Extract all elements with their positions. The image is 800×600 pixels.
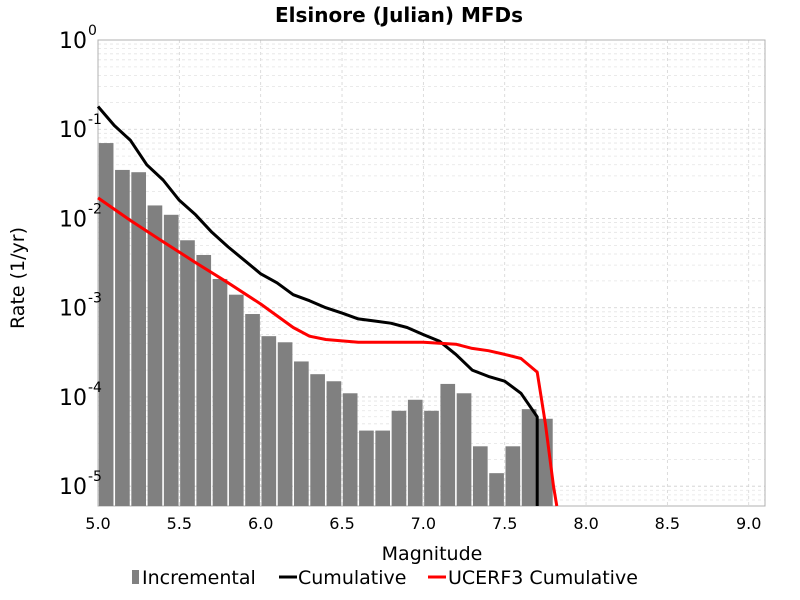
x-tick-label: 5.5 (167, 514, 192, 533)
incremental-bar (342, 393, 358, 506)
y-tick-base: 10 (59, 475, 87, 500)
incremental-bar (196, 254, 212, 506)
legend: Incremental Cumulative UCERF3 Cumulative (132, 567, 638, 589)
incremental-bar (98, 143, 114, 506)
incremental-bar (294, 361, 309, 506)
incremental-bar (407, 399, 423, 506)
cumulative-lines (96, 105, 559, 507)
incremental-bar (391, 410, 407, 506)
incremental-bar (277, 342, 293, 506)
x-tick-label: 8.5 (655, 514, 680, 533)
y-tick-base: 10 (59, 297, 87, 322)
y-tick-exponent: -3 (88, 291, 102, 307)
incremental-bar (326, 381, 342, 506)
incremental-bar (180, 240, 195, 507)
x-tick-label: 7.0 (411, 514, 436, 533)
y-tick-exponent: -2 (88, 201, 102, 217)
legend-label-cumulative: Cumulative (298, 567, 406, 589)
incremental-bar (228, 294, 244, 506)
x-tick-label: 6.0 (248, 514, 273, 533)
incremental-bar (424, 410, 439, 506)
x-axis-ticks: 5.0 5.5 6.0 6.5 7.0 7.5 8.0 8.5 9.0 (85, 514, 761, 533)
incremental-bar (261, 336, 277, 506)
x-tick-label: 7.5 (492, 514, 517, 533)
incremental-bar (375, 430, 391, 506)
legend-label-incremental: Incremental (142, 567, 256, 589)
cumulative-line (96, 105, 539, 506)
y-axis-label: Rate (1/yr) (7, 227, 29, 329)
incremental-bar (440, 383, 456, 506)
x-axis-label: Magnitude (382, 543, 483, 565)
ucerf3-cumulative-line (97, 196, 559, 507)
incremental-bar (163, 214, 179, 507)
x-tick-label: 6.5 (329, 514, 354, 533)
incremental-bar (310, 374, 325, 506)
legend-label-ucerf3-cumulative: UCERF3 Cumulative (448, 567, 638, 589)
incremental-bar (115, 169, 130, 506)
incremental-bar (456, 393, 472, 506)
y-tick-base: 10 (59, 386, 87, 411)
y-tick-exponent: -1 (88, 112, 102, 128)
x-tick-label: 8.0 (573, 514, 598, 533)
incremental-bars (98, 143, 553, 507)
incremental-bar (147, 205, 163, 507)
y-tick-base: 10 (59, 118, 87, 143)
incremental-bar (505, 446, 521, 506)
legend-swatch-incremental (132, 570, 139, 584)
incremental-bar (359, 430, 374, 506)
chart-title: Elsinore (Julian) MFDs (275, 3, 523, 27)
y-tick-exponent: -5 (88, 469, 102, 485)
y-tick-exponent: 0 (88, 23, 97, 39)
incremental-bar (489, 473, 504, 506)
incremental-bar (131, 172, 147, 507)
incremental-bar (212, 278, 228, 506)
incremental-bar (521, 409, 537, 506)
y-tick-exponent: -4 (88, 380, 102, 396)
y-tick-base: 10 (59, 29, 87, 54)
incremental-bar (245, 314, 260, 506)
y-tick-base: 10 (59, 207, 87, 232)
incremental-bar (472, 446, 488, 506)
x-tick-label: 9.0 (736, 514, 761, 533)
x-tick-label: 5.0 (85, 514, 110, 533)
